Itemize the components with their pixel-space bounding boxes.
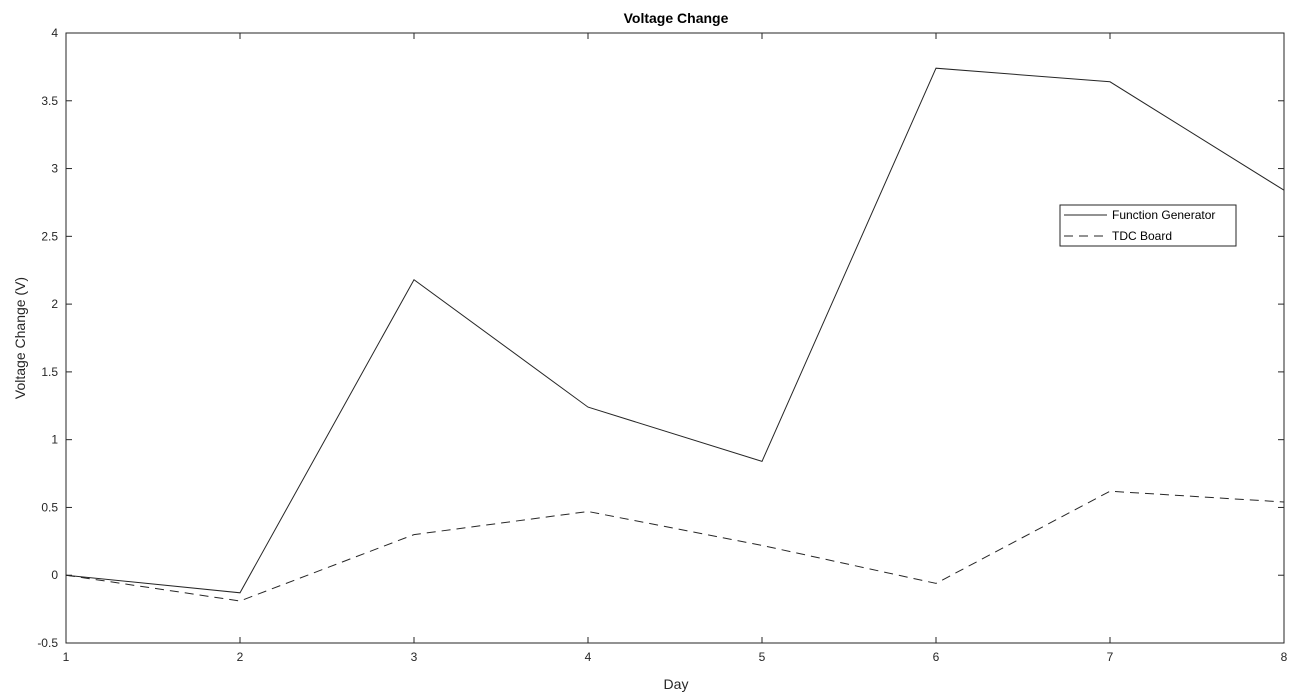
y-tick-label: 0.5 xyxy=(41,500,58,514)
x-tick-label: 1 xyxy=(63,650,70,664)
legend-label-tdc-board: TDC Board xyxy=(1112,229,1172,243)
x-tick-label: 6 xyxy=(933,650,940,664)
y-tick-label: 2 xyxy=(51,297,58,311)
series-line-function-generator xyxy=(65,67,1285,594)
y-axis-label: Voltage Change (V) xyxy=(12,277,28,399)
legend-box xyxy=(1059,204,1237,247)
x-tick-label: 3 xyxy=(411,650,418,664)
plot-area xyxy=(65,32,1285,644)
x-tick-label: 4 xyxy=(585,650,592,664)
series-line-tdc-board xyxy=(65,490,1285,602)
y-tick-label: 0 xyxy=(51,568,58,582)
y-tick-label: -0.5 xyxy=(37,636,58,650)
y-tick-label: 1 xyxy=(51,433,58,447)
y-tick-label: 3.5 xyxy=(41,94,58,108)
y-tick-label: 4 xyxy=(51,26,58,40)
y-tick-label: 3 xyxy=(51,162,58,176)
x-tick-label: 5 xyxy=(759,650,766,664)
x-tick-label: 7 xyxy=(1107,650,1114,664)
y-tick-label: 1.5 xyxy=(41,365,58,379)
x-axis-label: Day xyxy=(664,676,689,692)
chart-title: Voltage Change xyxy=(624,10,729,26)
y-axis-ticks: -0.5 0 0.5 1 1.5 2 2.5 3 3.5 4 xyxy=(37,26,1284,650)
x-tick-label: 8 xyxy=(1281,650,1288,664)
x-tick-label: 2 xyxy=(237,650,244,664)
x-axis-ticks: 1 2 3 4 5 6 7 8 xyxy=(63,33,1288,664)
series-layer xyxy=(65,67,1285,602)
legend-label-function-generator: Function Generator xyxy=(1112,208,1215,222)
legend: Function Generator TDC Board xyxy=(1059,204,1237,247)
y-tick-label: 2.5 xyxy=(41,229,58,243)
